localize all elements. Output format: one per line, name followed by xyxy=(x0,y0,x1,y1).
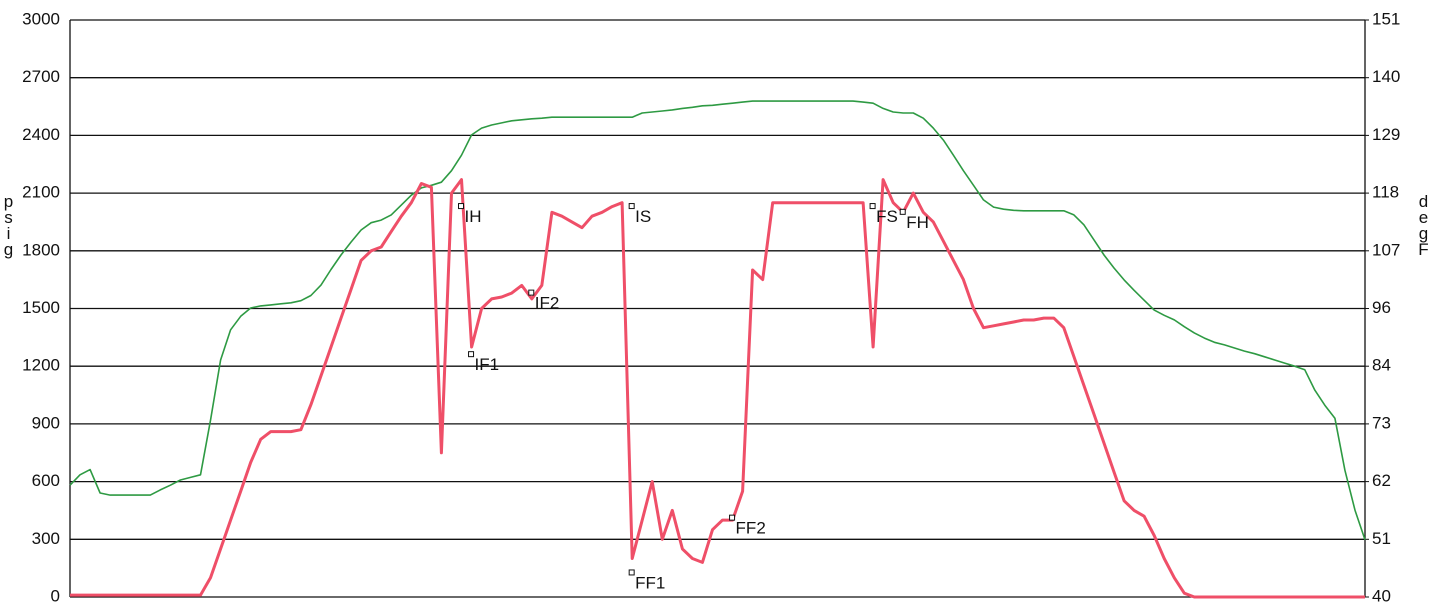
y2-tick-label: 51 xyxy=(1372,529,1391,548)
annotation-marker xyxy=(628,569,635,576)
y2-tick-label: 84 xyxy=(1372,356,1391,375)
y-tick-label: 900 xyxy=(32,413,60,432)
y-tick-label: 1200 xyxy=(22,356,60,375)
annotation-label: FS xyxy=(876,207,898,226)
y-tick-label: 2400 xyxy=(22,125,60,144)
y-tick-label: 1800 xyxy=(22,240,60,259)
y2-tick-label: 129 xyxy=(1372,125,1400,144)
annotation-marker xyxy=(528,289,535,296)
y-tick-label: 2700 xyxy=(22,67,60,86)
y2-tick-label: 62 xyxy=(1372,471,1391,490)
annotation-marker xyxy=(458,203,465,210)
y-tick-label: 3000 xyxy=(22,9,60,28)
annotation-label: FF2 xyxy=(736,519,766,538)
y2-tick-label: 96 xyxy=(1372,298,1391,317)
y-tick-label: 300 xyxy=(32,529,60,548)
annotation-label: IH xyxy=(465,207,482,226)
y-tick-label: 2100 xyxy=(22,183,60,202)
annotation-label: IS xyxy=(635,207,651,226)
y2-tick-label: 118 xyxy=(1372,183,1399,202)
y2-tick-label: 151 xyxy=(1372,9,1400,28)
annotation-marker xyxy=(628,203,635,210)
annotation-label: FF1 xyxy=(635,573,665,592)
series-line xyxy=(69,100,1366,541)
y-tick-label: 600 xyxy=(32,471,60,490)
y-tick-label: 1500 xyxy=(22,298,60,317)
y-axis-label: psig xyxy=(0,192,18,256)
y2-tick-label: 73 xyxy=(1372,413,1391,432)
annotation-label: FH xyxy=(906,213,929,232)
annotation-label: IF1 xyxy=(475,355,500,374)
annotation-marker xyxy=(869,203,876,210)
y2-axis-label: degF xyxy=(1414,192,1432,256)
annotation-marker xyxy=(899,208,906,215)
y2-tick-label: 107 xyxy=(1372,240,1400,259)
annotation-marker xyxy=(468,351,475,358)
annotation-marker xyxy=(729,514,736,521)
y2-tick-label: 40 xyxy=(1372,586,1391,605)
y-tick-label: 0 xyxy=(51,586,60,605)
series-line xyxy=(70,178,1365,599)
y2-tick-label: 140 xyxy=(1372,67,1400,86)
annotation-label: IF2 xyxy=(535,294,560,313)
